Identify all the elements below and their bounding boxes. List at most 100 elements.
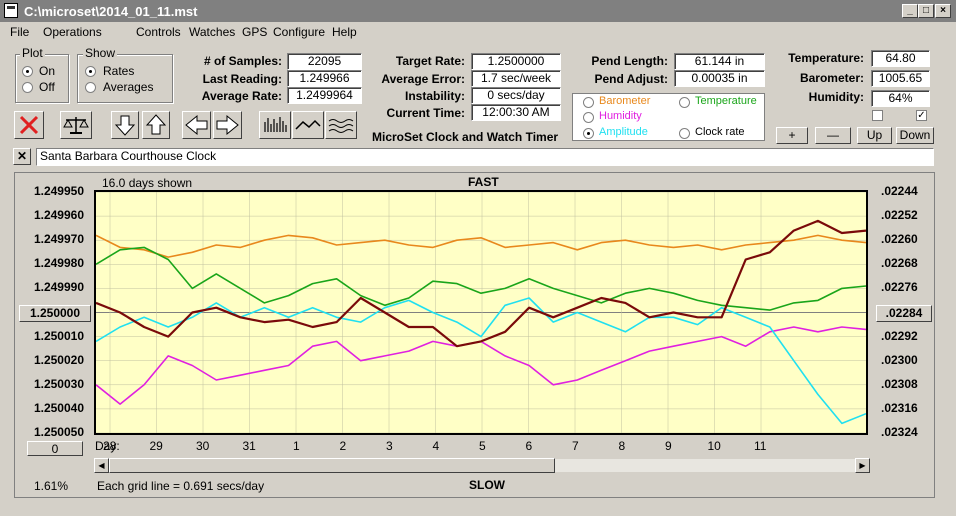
temperature-field-label: Temperature: [788, 51, 864, 65]
clock-name-field[interactable]: Santa Barbara Courthouse Clock [36, 148, 934, 166]
left-axis-tick: 1.249970 [33, 232, 84, 247]
plot-off-radio[interactable] [22, 82, 33, 93]
average-rate-label: Average Rate: [201, 89, 282, 103]
zoom-out-button[interactable]: — [815, 127, 851, 144]
samples-label: # of Samples: [203, 54, 282, 68]
stop-icon [19, 115, 39, 135]
arrow-down-button[interactable] [111, 111, 139, 139]
arrow-left-icon [185, 114, 208, 136]
menu-file[interactable]: File [10, 25, 30, 39]
show-averages-radio[interactable] [85, 82, 96, 93]
series-temperature [96, 246, 866, 311]
menu-configure[interactable]: Configure [273, 25, 326, 39]
last-reading-label: Last Reading: [202, 72, 282, 86]
balance-icon [63, 117, 89, 134]
line-view-button[interactable] [292, 111, 324, 139]
left-axis-tick: 1.249990 [33, 280, 84, 295]
right-axis-tick: .02276 [881, 280, 918, 295]
plot-off-label: Off [39, 80, 55, 94]
clear-name-button[interactable]: ✕ [13, 148, 31, 165]
temperature-label: Temperature [695, 95, 757, 107]
zoom-in-button[interactable]: + [776, 127, 808, 144]
scroll-down-button[interactable]: Down [896, 127, 934, 144]
arrow-left-button[interactable] [182, 111, 211, 139]
arrow-down-icon [114, 115, 136, 136]
target-rate-label: Target Rate: [395, 54, 465, 68]
menu-gps[interactable]: GPS [242, 25, 268, 39]
day-tick-label: 11 [754, 439, 767, 453]
series-humidity [96, 326, 866, 405]
arrow-right-button[interactable] [213, 111, 242, 139]
maximize-button[interactable]: □ [918, 4, 934, 18]
left-axis-tick: 1.249960 [33, 208, 84, 223]
humidity-field[interactable]: 64% [871, 90, 930, 107]
day-tick-label: 6 [525, 439, 533, 453]
menu-help[interactable]: Help [332, 25, 357, 39]
right-axis-tick: .02292 [881, 328, 918, 343]
arrow-up-button[interactable] [142, 111, 170, 139]
plot-on-radio[interactable] [22, 66, 33, 77]
amplitude-radio[interactable] [583, 128, 594, 139]
pend-length-label: Pend Length: [591, 54, 668, 68]
minimize-button[interactable]: _ [902, 4, 918, 18]
right-axis-tick: .02308 [881, 376, 918, 391]
stop-button[interactable] [14, 111, 44, 139]
menu-watches[interactable]: Watches [189, 25, 236, 39]
current-time-field[interactable]: 12:00:30 AM [471, 104, 561, 121]
slow-label: SLOW [469, 478, 505, 492]
scroll-up-button[interactable]: Up [857, 127, 892, 144]
show-rates-radio[interactable] [85, 66, 96, 77]
left-axis-tick: 1.249950 [33, 184, 84, 198]
right-center-value-button[interactable]: .02284 [876, 305, 932, 322]
left-center-value-button[interactable]: 1.250000 [19, 305, 91, 322]
temperature-field[interactable]: 64.80 [871, 50, 930, 67]
left-axis-tick: 1.249980 [33, 256, 84, 271]
target-rate-field[interactable]: 1.2500000 [471, 53, 561, 70]
barometer-label: Barometer [599, 95, 651, 107]
menu-controls[interactable]: Controls [136, 25, 181, 39]
clock-rate-radio[interactable] [679, 128, 690, 139]
barometer-field[interactable]: 1005.65 [871, 70, 930, 87]
close-window-button[interactable]: × [935, 4, 951, 18]
option-checkbox-1[interactable] [872, 110, 883, 121]
left-axis-tick: 1.250050 [33, 425, 84, 439]
balance-button[interactable] [60, 111, 92, 139]
series-amplitude [96, 297, 866, 425]
humidity-radio[interactable] [583, 112, 594, 123]
fast-label: FAST [468, 175, 499, 189]
series-clock-rate [96, 219, 866, 348]
app-caption: MicroSet Clock and Watch Timer [372, 130, 559, 144]
day-tick-label: 30 [196, 439, 210, 453]
days-shown-label: 16.0 days shown [102, 176, 193, 190]
noise-view-button[interactable] [325, 111, 357, 139]
plot-frame [14, 172, 935, 498]
offset-value-button[interactable]: 0 [27, 441, 83, 456]
right-axis-tick: .02324 [881, 425, 918, 439]
day-prefix-label: Day: [95, 439, 120, 453]
samples-field[interactable]: 22095 [287, 53, 362, 70]
average-error-field[interactable]: 1.7 sec/week [471, 70, 561, 87]
day-tick-label: 29 [149, 439, 163, 453]
left-axis-tick: 1.250020 [33, 352, 84, 367]
left-axis-tick: 1.250030 [33, 376, 84, 391]
average-rate-field[interactable]: 1.2499964 [287, 87, 362, 104]
option-checkbox-2[interactable]: ✓ [916, 110, 927, 121]
series-selector [572, 93, 765, 141]
instability-field[interactable]: 0 secs/day [471, 87, 561, 104]
temperature-radio[interactable] [679, 97, 690, 108]
pend-adjust-field[interactable]: 0.00035 in [674, 70, 765, 87]
window-title: C:\microset\2014_01_11.mst [24, 4, 198, 19]
humidity-field-label: Humidity: [808, 90, 864, 104]
menu-operations[interactable]: Operations [43, 25, 102, 39]
last-reading-field[interactable]: 1.249966 [287, 70, 362, 87]
bars-view-button[interactable] [259, 111, 291, 139]
scroll-right-button[interactable]: ▶ [855, 458, 870, 473]
current-time-label: Current Time: [386, 106, 465, 120]
pend-length-field[interactable]: 61.144 in [674, 53, 765, 70]
day-tick-label: 5 [479, 439, 486, 453]
app-icon[interactable] [4, 3, 18, 18]
barometer-radio[interactable] [583, 97, 594, 108]
scroll-left-button[interactable]: ◀ [94, 458, 109, 473]
pend-adjust-label: Pend Adjust: [594, 72, 668, 86]
scrollbar-thumb[interactable] [109, 458, 555, 473]
